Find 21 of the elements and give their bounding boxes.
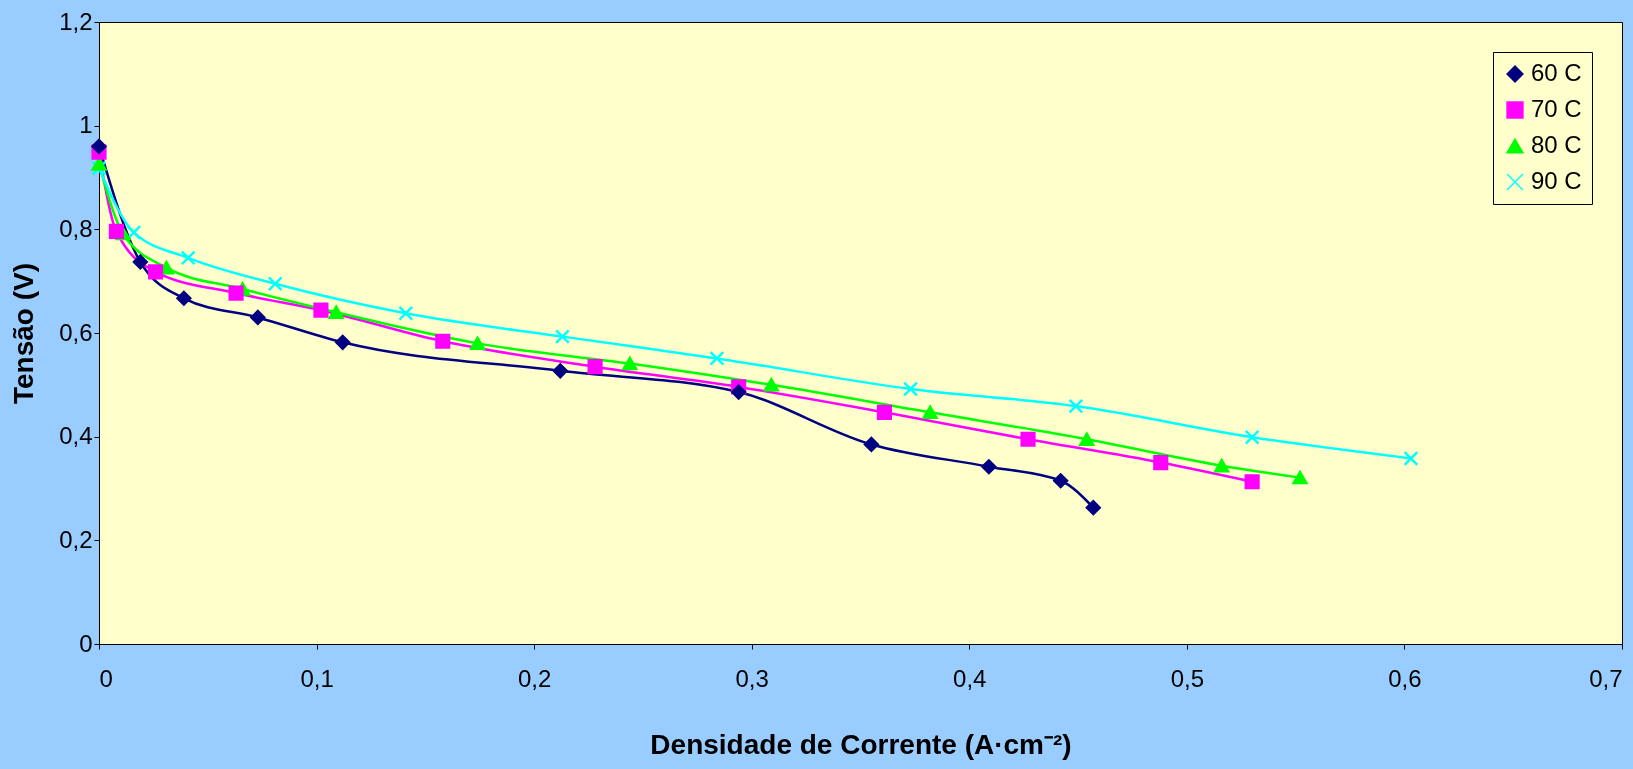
legend-label: 60 C [1531,59,1582,86]
x-tick-label: 0,3 [735,664,769,692]
y-tick-label: 0,6 [59,318,93,346]
y-tick-label: 0,4 [59,422,93,450]
x-tick-label: 0,6 [1388,664,1422,692]
y-tick-label: 0 [79,629,93,657]
x-axis-title: Densidade de Corrente (A·cm⁻²) [650,728,1072,760]
legend-label: 80 C [1531,131,1582,158]
x-tick-label: 0 [99,664,113,692]
y-tick-label: 1,2 [59,7,93,35]
x-tick-label: 0,1 [300,664,334,692]
x-tick-label: 0,7 [1589,664,1623,692]
y-tick-label: 0,8 [59,214,93,242]
x-tick-label: 0,2 [517,664,552,692]
y-tick-label: 0,2 [59,525,93,553]
x-tick-label: 0,5 [1170,664,1205,692]
legend-label: 70 C [1531,95,1582,122]
x-tick-label: 0,4 [953,664,987,692]
legend-label: 90 C [1531,167,1582,194]
y-axis-title: Tensão (V) [8,262,40,405]
y-tick-label: 1 [79,111,93,139]
